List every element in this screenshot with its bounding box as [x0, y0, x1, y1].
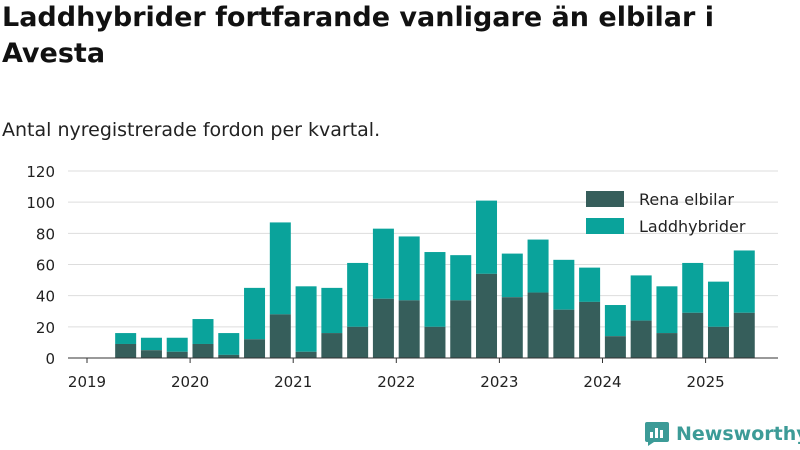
bar-rena-elbilar — [321, 333, 343, 358]
y-tick-label: 100 — [26, 194, 55, 212]
bar-rena-elbilar — [269, 314, 291, 358]
bar-rena-elbilar — [115, 343, 137, 358]
y-tick-label: 20 — [36, 319, 55, 337]
y-tick-label: 0 — [45, 350, 55, 368]
bar-laddhybrider — [424, 252, 446, 327]
bar-rena-elbilar — [424, 326, 446, 358]
bar-laddhybrider — [476, 200, 498, 274]
bar-laddhybrider — [321, 287, 343, 334]
bar-laddhybrider — [604, 305, 626, 337]
x-tick-label: 2019 — [68, 373, 106, 391]
bar-rena-elbilar — [347, 326, 369, 358]
bar-rena-elbilar — [295, 351, 317, 358]
bar-rena-elbilar — [218, 354, 240, 358]
bar-rena-elbilar — [733, 312, 755, 358]
bar-laddhybrider — [527, 239, 549, 293]
bar-rena-elbilar — [707, 326, 729, 358]
x-tick-label: 2023 — [480, 373, 518, 391]
x-tick-label: 2025 — [687, 373, 725, 391]
y-tick-label: 120 — [26, 163, 55, 181]
bar-rena-elbilar — [450, 300, 472, 358]
bar-rena-elbilar — [656, 333, 678, 358]
bar-rena-elbilar — [166, 351, 188, 358]
bar-rena-elbilar — [140, 350, 162, 358]
bar-laddhybrider — [244, 287, 266, 340]
bar-laddhybrider — [656, 286, 678, 334]
bar-rena-elbilar — [630, 320, 652, 358]
bar-rena-elbilar — [501, 297, 523, 358]
bar-laddhybrider — [733, 250, 755, 313]
y-tick-label: 40 — [36, 288, 55, 306]
chart-subtitle: Antal nyregistrerade fordon per kvartal. — [2, 119, 381, 141]
bar-laddhybrider — [450, 255, 472, 301]
bar-rena-elbilar — [476, 273, 498, 358]
brand-name: Newsworthy — [676, 423, 800, 445]
newsworthy-logo-icon — [645, 422, 669, 446]
bar-rena-elbilar — [372, 298, 394, 358]
y-tick-label: 80 — [36, 225, 55, 243]
bar-rena-elbilar — [553, 309, 575, 358]
bar-rena-elbilar — [682, 312, 704, 358]
bar-laddhybrider — [295, 286, 317, 352]
bar-rena-elbilar — [527, 292, 549, 358]
bar-laddhybrider — [398, 236, 420, 301]
bar-laddhybrider — [707, 281, 729, 327]
bar-laddhybrider — [269, 222, 291, 315]
x-tick-label: 2024 — [583, 373, 621, 391]
bar-laddhybrider — [115, 333, 137, 344]
bar-laddhybrider — [501, 253, 523, 298]
bar-rena-elbilar — [244, 339, 266, 358]
bar-laddhybrider — [218, 333, 240, 355]
bar-rena-elbilar — [579, 301, 601, 358]
bar-laddhybrider — [140, 337, 162, 351]
bar-laddhybrider — [166, 337, 188, 352]
x-tick-label: 2020 — [171, 373, 209, 391]
bar-rena-elbilar — [604, 336, 626, 358]
legend-swatch — [586, 218, 624, 234]
legend-label: Laddhybrider — [639, 217, 746, 236]
x-tick-label: 2021 — [274, 373, 312, 391]
x-tick-label: 2022 — [377, 373, 415, 391]
bar-rena-elbilar — [398, 300, 420, 358]
bar-laddhybrider — [372, 228, 394, 299]
bar-laddhybrider — [192, 319, 214, 344]
bar-laddhybrider — [579, 267, 601, 302]
y-tick-label: 60 — [36, 257, 55, 275]
chart-title: Laddhybrider fortfarande vanligare än el… — [2, 2, 714, 69]
bar-rena-elbilar — [192, 343, 214, 358]
bar-laddhybrider — [347, 262, 369, 327]
legend-label: Rena elbilar — [639, 190, 734, 209]
bar-laddhybrider — [682, 262, 704, 313]
newsworthy-brand[interactable]: Newsworthy — [644, 420, 800, 448]
bar-laddhybrider — [630, 275, 652, 321]
legend-swatch — [586, 191, 624, 207]
bar-laddhybrider — [553, 259, 575, 310]
